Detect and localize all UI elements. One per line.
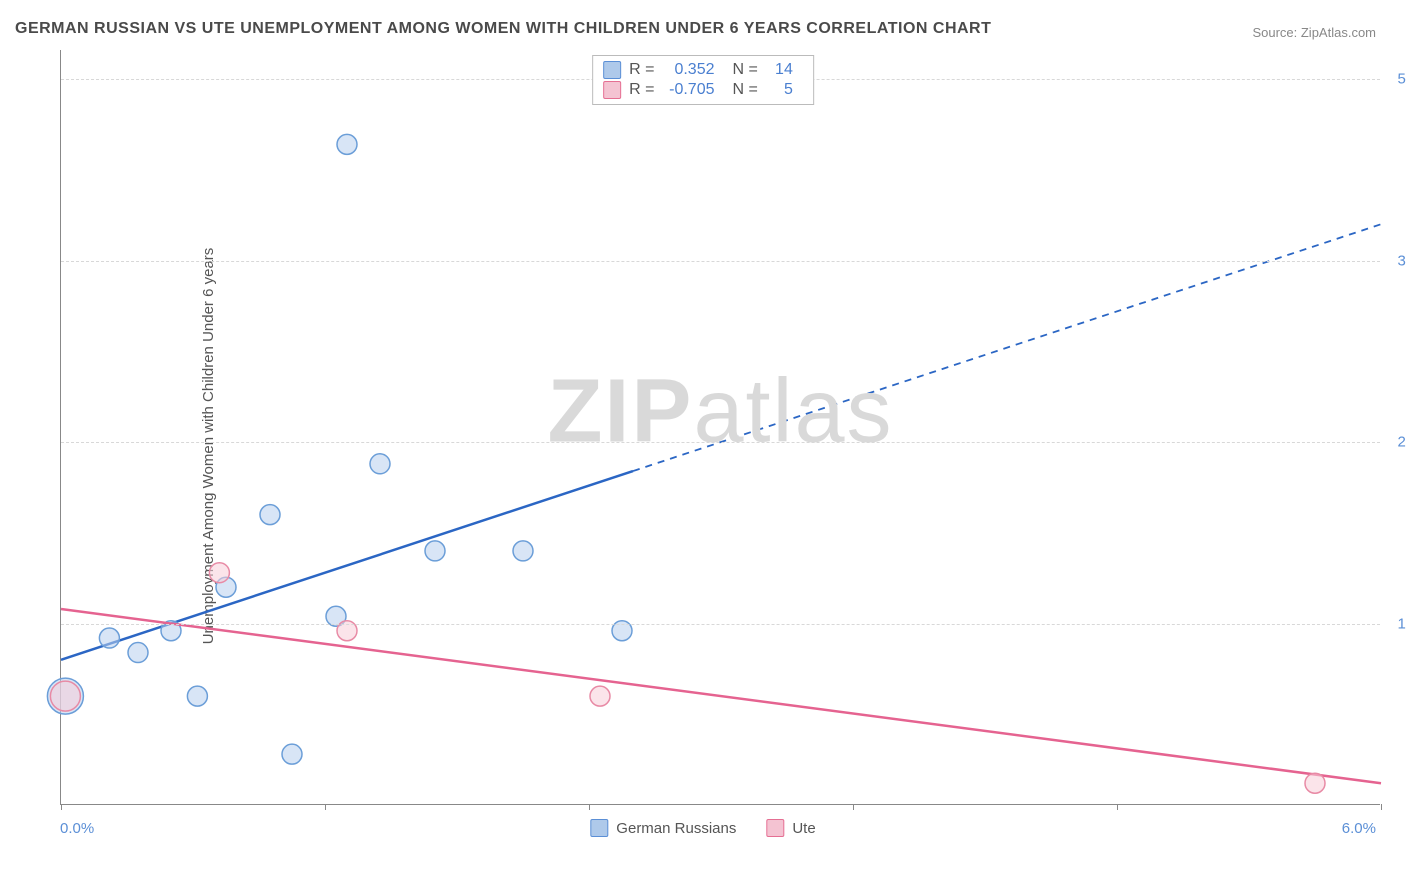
x-tick-mark (589, 804, 590, 810)
watermark: ZIPatlas (547, 360, 893, 463)
r-value: -0.705 (665, 81, 715, 99)
data-point (337, 134, 357, 154)
x-tick-mark (1117, 804, 1118, 810)
n-value: 5 (768, 81, 793, 99)
data-point (99, 628, 119, 648)
data-point (425, 541, 445, 561)
x-axis-max-label: 6.0% (1342, 820, 1376, 837)
chart-title: GERMAN RUSSIAN VS UTE UNEMPLOYMENT AMONG… (15, 20, 991, 38)
watermark-bold: ZIP (547, 361, 693, 461)
x-tick-mark (325, 804, 326, 810)
n-label: N = (733, 61, 758, 79)
data-point (187, 686, 207, 706)
x-tick-mark (61, 804, 62, 810)
stats-legend: R = 0.352 N = 14 R = -0.705 N = 5 (592, 55, 814, 105)
legend-swatch (766, 819, 784, 837)
n-value: 14 (768, 61, 793, 79)
data-point (282, 744, 302, 764)
y-tick-label: 25.0% (1385, 434, 1406, 451)
legend-swatch (590, 819, 608, 837)
r-label: R = (629, 61, 654, 79)
y-tick-label: 12.5% (1385, 615, 1406, 632)
series-legend-item: Ute (766, 819, 815, 837)
r-value: 0.352 (665, 61, 715, 79)
x-axis-origin-label: 0.0% (60, 820, 94, 837)
r-label: R = (629, 81, 654, 99)
data-point (1305, 773, 1325, 793)
data-point (590, 686, 610, 706)
x-tick-mark (1381, 804, 1382, 810)
x-tick-mark (853, 804, 854, 810)
series-name: German Russians (616, 820, 736, 837)
gridline (61, 624, 1380, 625)
trend-line (61, 609, 1381, 783)
data-point (50, 681, 80, 711)
watermark-light: atlas (693, 361, 893, 461)
data-point (209, 563, 229, 583)
legend-swatch (603, 81, 621, 99)
y-tick-label: 37.5% (1385, 252, 1406, 269)
data-point (370, 454, 390, 474)
stats-row: R = -0.705 N = 5 (603, 80, 803, 100)
n-label: N = (733, 81, 758, 99)
source-attribution: Source: ZipAtlas.com (1252, 25, 1376, 40)
plot-area: ZIPatlas 12.5%25.0%37.5%50.0% (60, 50, 1380, 805)
data-point (260, 505, 280, 525)
stats-row: R = 0.352 N = 14 (603, 60, 803, 80)
series-legend: German Russians Ute (590, 819, 815, 837)
data-point (513, 541, 533, 561)
series-legend-item: German Russians (590, 819, 736, 837)
series-name: Ute (792, 820, 815, 837)
gridline (61, 261, 1380, 262)
data-point (128, 643, 148, 663)
y-tick-label: 50.0% (1385, 71, 1406, 88)
legend-swatch (603, 61, 621, 79)
